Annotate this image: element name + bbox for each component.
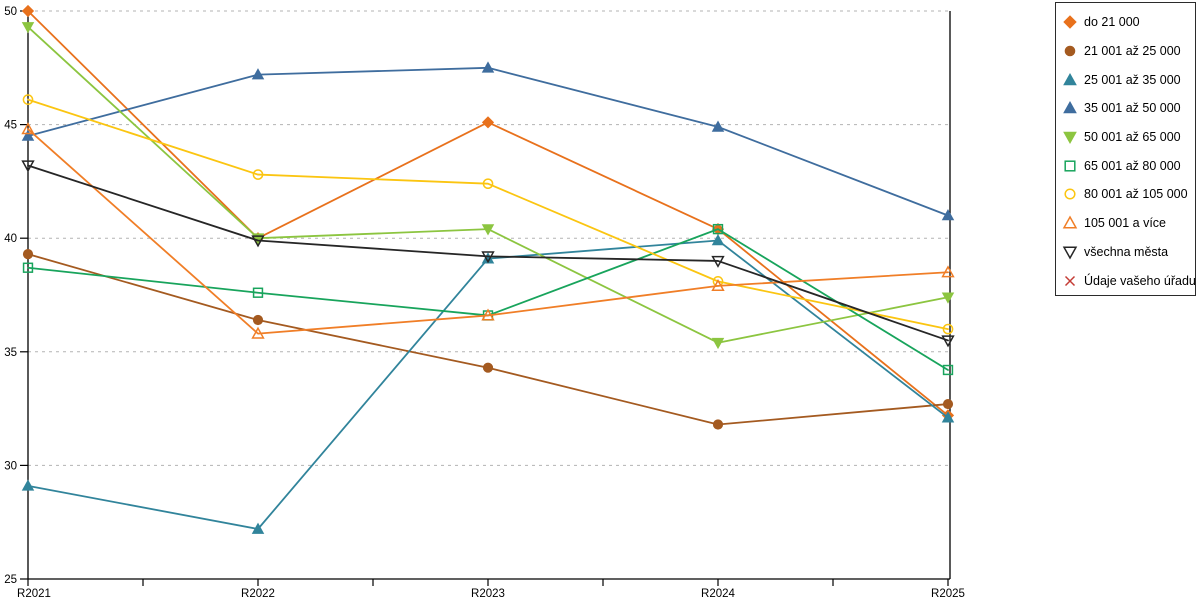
- y-tick-label: 45: [4, 120, 17, 132]
- legend-item-0[interactable]: do 21 000: [1062, 8, 1195, 36]
- legend-label: 80 001 až 105 000: [1084, 187, 1188, 202]
- triangle-up-legend-icon: [1063, 72, 1077, 86]
- triangle-up-marker[interactable]: [481, 308, 495, 321]
- series-line-7: [27, 128, 949, 335]
- circle-legend-icon: [1064, 188, 1076, 201]
- x-tick-label: R2025: [931, 588, 965, 600]
- legend-label: 21 001 až 25 000: [1084, 44, 1181, 59]
- triangle-up-marker[interactable]: [251, 326, 265, 339]
- legend-item-1[interactable]: 21 001 až 25 000: [1062, 37, 1195, 65]
- legend-marker-shape: [1064, 45, 1076, 57]
- square-legend-icon: [1064, 160, 1076, 172]
- legend-item-5[interactable]: 65 001 až 80 000: [1062, 152, 1195, 180]
- triangle-up-legend-icon: [1062, 215, 1078, 229]
- legend-label: 65 001 až 80 000: [1084, 158, 1181, 173]
- legend-marker-shape: [1062, 246, 1078, 260]
- circle-marker[interactable]: [252, 314, 264, 326]
- legend-item-2[interactable]: 25 001 až 35 000: [1062, 66, 1195, 94]
- triangle-down-marker[interactable]: [711, 255, 725, 268]
- circle-marker[interactable]: [482, 362, 494, 373]
- triangle-up-marker[interactable]: [941, 411, 955, 423]
- legend-item-6[interactable]: 80 001 až 105 000: [1062, 180, 1195, 208]
- legend-label: do 21 000: [1084, 15, 1140, 30]
- triangle-up-marker[interactable]: [251, 522, 265, 534]
- triangle-up-marker[interactable]: [21, 122, 35, 135]
- square-marker[interactable]: [252, 287, 264, 298]
- circle-legend-icon: [1064, 45, 1076, 57]
- triangle-up-marker[interactable]: [711, 234, 725, 246]
- legend-label: 35 001 až 50 000: [1084, 101, 1181, 116]
- legend-marker-shape: [1062, 215, 1078, 229]
- diamond-marker[interactable]: [481, 116, 495, 129]
- circle-marker[interactable]: [22, 249, 34, 260]
- series-line-3: [27, 66, 949, 217]
- triangle-down-marker[interactable]: [941, 292, 955, 304]
- y-tick-label: 40: [4, 233, 17, 245]
- triangle-down-marker[interactable]: [21, 22, 35, 34]
- legend-item-9[interactable]: Údaje vašeho úřadu: [1062, 267, 1196, 295]
- triangle-down-legend-icon: [1062, 246, 1078, 260]
- legend-marker-shape: [1063, 72, 1077, 86]
- circle-marker[interactable]: [942, 398, 954, 410]
- x-tick-label: R2022: [241, 588, 275, 600]
- y-tick-label: 35: [4, 347, 17, 359]
- x-legend-icon: [1064, 275, 1076, 286]
- square-marker[interactable]: [22, 262, 34, 273]
- circle-marker[interactable]: [22, 94, 34, 105]
- circle-marker[interactable]: [482, 178, 494, 190]
- triangle-up-legend-icon: [1063, 101, 1077, 114]
- legend-label: všechna města: [1084, 244, 1169, 259]
- diamond-legend-icon: [1063, 15, 1077, 30]
- triangle-down-legend-icon: [1063, 131, 1077, 145]
- circle-marker[interactable]: [252, 169, 264, 180]
- circle-marker[interactable]: [942, 323, 954, 335]
- x-tick-label: R2021: [17, 588, 51, 600]
- triangle-up-marker[interactable]: [481, 61, 495, 73]
- triangle-up-marker[interactable]: [21, 129, 35, 141]
- series-line-4: [27, 26, 949, 344]
- triangle-up-marker[interactable]: [251, 68, 265, 80]
- x-tick-label: R2023: [471, 588, 505, 600]
- legend-label: 25 001 až 35 000: [1084, 72, 1181, 87]
- triangle-up-marker[interactable]: [711, 120, 725, 132]
- diamond-marker[interactable]: [21, 4, 35, 18]
- square-marker[interactable]: [712, 223, 724, 235]
- series-line-8: [27, 164, 949, 342]
- series-line-6: [27, 98, 949, 330]
- triangle-down-marker[interactable]: [711, 337, 725, 350]
- legend-marker-shape: [1063, 101, 1077, 114]
- legend-label: Údaje vašeho úřadu: [1084, 273, 1196, 288]
- triangle-down-marker[interactable]: [481, 224, 495, 236]
- series-line-2: [27, 239, 949, 530]
- chart-legend: do 21 000 21 001 až 25 000 25 001 až 35 00…: [1055, 2, 1196, 296]
- triangle-down-marker[interactable]: [941, 335, 955, 348]
- square-marker[interactable]: [942, 364, 954, 376]
- legend-marker-shape: [1064, 275, 1076, 286]
- y-tick-label: 50: [4, 6, 17, 18]
- circle-marker[interactable]: [712, 419, 724, 430]
- legend-marker-shape: [1063, 15, 1077, 30]
- x-tick-label: R2024: [701, 588, 735, 600]
- legend-label: 105 001 a více: [1084, 216, 1167, 231]
- legend-marker-shape: [1063, 131, 1077, 145]
- legend-marker-shape: [1064, 160, 1076, 172]
- triangle-down-marker[interactable]: [251, 235, 265, 248]
- legend-marker-shape: [1064, 188, 1076, 201]
- triangle-up-marker[interactable]: [711, 278, 725, 291]
- legend-label: 50 001 až 65 000: [1084, 130, 1181, 145]
- legend-item-3[interactable]: 35 001 až 50 000: [1062, 94, 1195, 122]
- triangle-down-marker[interactable]: [21, 160, 35, 173]
- legend-item-7[interactable]: 105 001 a více: [1062, 209, 1195, 237]
- triangle-up-marker[interactable]: [941, 209, 955, 221]
- y-tick-label: 30: [4, 460, 17, 472]
- legend-item-4[interactable]: 50 001 až 65 000: [1062, 123, 1195, 151]
- triangle-up-marker[interactable]: [21, 479, 35, 491]
- legend-item-8[interactable]: všechna města: [1062, 238, 1195, 266]
- y-tick-label: 25: [4, 574, 17, 586]
- triangle-down-marker[interactable]: [481, 251, 495, 264]
- triangle-up-marker[interactable]: [941, 265, 955, 278]
